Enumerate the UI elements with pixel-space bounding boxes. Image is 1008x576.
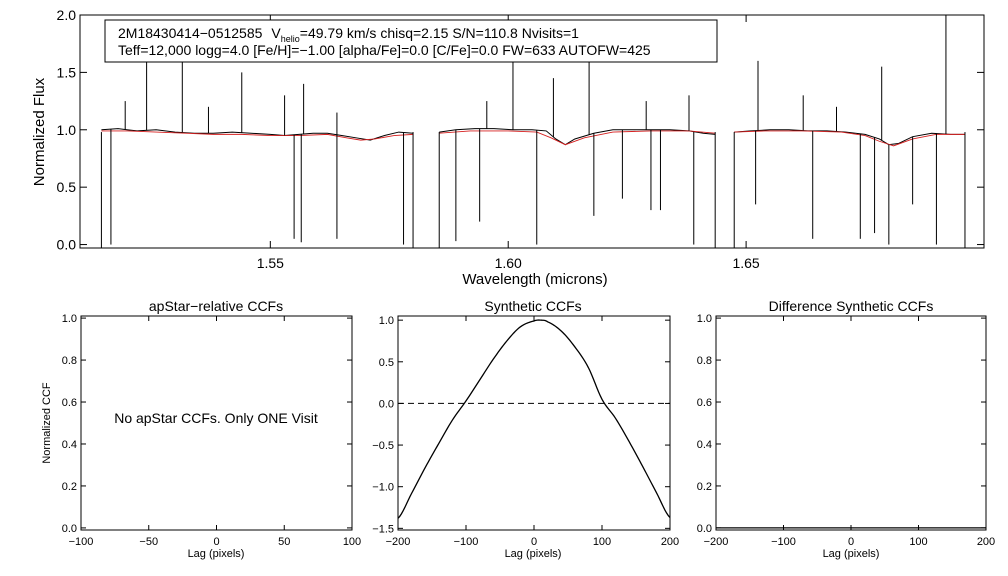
synthetic-ccf-y-tick-label: −1.5: [372, 523, 394, 535]
spectrum-observed-line: [734, 129, 965, 146]
synthetic-ccf-x-tick-label: −100: [454, 536, 479, 548]
synthetic-ccf-x-tick-label: 0: [531, 536, 537, 548]
difference-ccf-x-tick-label: 200: [977, 536, 995, 548]
spectrum-x-tick-label: 1.55: [257, 255, 284, 271]
apstar-ccf-x-tick-label: −50: [139, 536, 158, 548]
spectrum-y-tick-label: 2.0: [57, 7, 77, 23]
synthetic-ccf-data-layer: [397, 319, 671, 519]
difference-ccf-ticks: −200 −100 0 100 200 0.0 0.2 0.4 0.6 0.8 1.0: [697, 313, 995, 548]
spectrum-observed-line: [439, 128, 716, 146]
difference-ccf-y-tick-label: 0.2: [697, 481, 712, 493]
spectrum-observed-line: [101, 128, 414, 141]
difference-ccf-x-axis-title: Lag (pixels): [823, 548, 880, 560]
spectrum-model-line: [734, 130, 965, 147]
apstar-ccf-y-axis-title: Normalized CCF: [41, 382, 53, 464]
difference-ccf-plot-frame: [715, 315, 987, 531]
difference-ccf-y-tick-label: 1.0: [697, 313, 712, 325]
difference-ccf-x-tick-label: −200: [704, 536, 729, 548]
apstar-ccf-x-tick-label: −100: [69, 536, 94, 548]
info-v-symbol: V: [271, 25, 281, 41]
apstar-ccf-title: apStar−relative CCFs: [149, 298, 283, 314]
synthetic-ccf-plot-frame: [397, 315, 671, 531]
apstar-ccf-x-axis-title: Lag (pixels): [188, 548, 245, 560]
info-line-1-rest: =49.79 km/s chisq=2.15 S/N=110.8 Nvisits…: [300, 25, 579, 41]
no-ccf-message: No apStar CCFs. Only ONE Visit: [114, 410, 318, 426]
spectrum-plot-frame: [79, 14, 985, 249]
synthetic-ccf-y-tick-label: −0.5: [372, 440, 394, 452]
spectrum-y-tick-label: 0.5: [57, 179, 77, 195]
synthetic-ccf-y-tick-label: −1.0: [372, 482, 394, 494]
apstar-ccf-y-tick-label: 1.0: [62, 313, 77, 325]
info-star-id: 2M18430414−0512585: [118, 25, 263, 41]
synthetic-ccf-y-tick-label: 0.5: [379, 357, 394, 369]
difference-ccf-x-tick-label: 100: [909, 536, 927, 548]
difference-ccf-y-tick-label: 0.0: [697, 523, 712, 535]
apstar-ccf-y-tick-label: 0.4: [62, 439, 77, 451]
spectrum-model-line: [101, 130, 414, 141]
info-line-1: 2M18430414−0512585 Vhelio=49.79 km/s chis…: [118, 25, 579, 44]
apstar-ccf-x-tick-label: 100: [343, 536, 361, 548]
synthetic-ccf-title: Synthetic CCFs: [484, 298, 581, 314]
synthetic-ccf-y-tick-label: 1.0: [379, 315, 394, 327]
difference-ccf-x-tick-label: −100: [771, 536, 796, 548]
synthetic-ccf-x-axis-title: Lag (pixels): [505, 548, 562, 560]
difference-ccf-y-tick-label: 0.4: [697, 439, 712, 451]
synthetic-ccf-x-tick-label: 100: [593, 536, 611, 548]
synthetic-ccf-ccf-line: [397, 319, 671, 519]
difference-ccf-y-tick-label: 0.8: [697, 355, 712, 367]
spectrum-ticks: 1.55 1.60 1.65 0.0 0.5 1.0 1.5 2.0: [57, 7, 984, 271]
spectrum-model-line: [439, 130, 716, 146]
info-v-subscript: helio: [281, 34, 300, 44]
synthetic-ccf-ticks: −200 −100 0 100 200 −1.5 −1.0 −0.5 0.0 0.5 1.0: [372, 315, 679, 548]
apstar-ccf-y-tick-label: 0.2: [62, 481, 77, 493]
spectrum-x-tick-label: 1.60: [495, 255, 522, 271]
synthetic-ccf-panel: Synthetic CCFs −200 −100 0 100 200 −1.5 −1.0 −0…: [372, 298, 679, 560]
synthetic-ccf-x-tick-label: −200: [386, 536, 411, 548]
spectrum-y-tick-label: 1.5: [57, 64, 77, 80]
synthetic-ccf-x-tick-label: 200: [661, 536, 679, 548]
apstar-ccf-y-tick-label: 0.0: [62, 523, 77, 535]
difference-ccf-panel: Difference Synthetic CCFs −200 −100 0 100 20…: [697, 298, 995, 560]
apstar-ccf-x-tick-label: 0: [213, 536, 219, 548]
spectrum-x-axis-title: Wavelength (microns): [462, 271, 607, 288]
spectrum-panel: 1.55 1.60 1.65 0.0 0.5 1.0 1.5 2.0 2M18430414−0…: [31, 7, 985, 288]
apstar-ccf-y-tick-label: 0.8: [62, 355, 77, 367]
difference-ccf-y-tick-label: 0.6: [697, 397, 712, 409]
info-line-2: Teff=12,000 logg=4.0 [Fe/H]=−1.00 [alpha…: [118, 42, 651, 58]
spectrum-x-tick-label: 1.65: [732, 255, 759, 271]
spectrum-y-axis-title: Normalized Flux: [31, 77, 48, 186]
spectrum-y-tick-label: 1.0: [57, 122, 77, 138]
apstar-ccf-ticks: −100 −50 0 50 100 0.0 0.2 0.4 0.6 0.8 1.0: [62, 313, 361, 548]
apstar-ccf-x-tick-label: 50: [278, 536, 290, 548]
difference-ccf-x-tick-label: 0: [848, 536, 854, 548]
apstar-ccf-panel: apStar−relative CCFs −100 −50 0 50 100 0.0 0.2…: [41, 298, 361, 560]
apstar-ccf-y-tick-label: 0.6: [62, 397, 77, 409]
spectrum-data-layer: [100, 15, 966, 248]
info-box: [104, 19, 718, 63]
difference-ccf-title: Difference Synthetic CCFs: [769, 298, 934, 314]
spectrum-y-tick-label: 0.0: [57, 237, 77, 253]
synthetic-ccf-y-tick-label: 0.0: [379, 398, 394, 410]
